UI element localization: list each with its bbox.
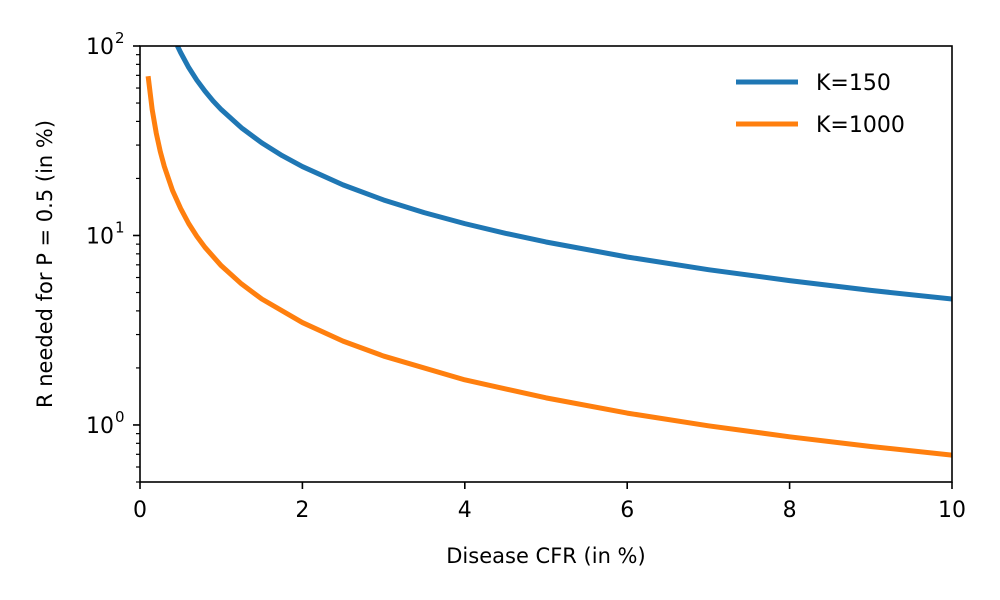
y-tick-exponent: 0 xyxy=(115,408,125,426)
plot-frame xyxy=(139,45,953,483)
x-tick-label: 10 xyxy=(938,498,966,523)
y-tick-exponent: 2 xyxy=(115,29,125,47)
x-tick-label: 4 xyxy=(458,498,472,523)
x-tick-label: 8 xyxy=(783,498,797,523)
y-tick-label: 10 xyxy=(86,414,114,439)
legend-label-2: K=1000 xyxy=(816,113,905,138)
legend: K=150 K=1000 xyxy=(736,71,905,138)
y-tick-label: 10 xyxy=(86,35,114,60)
y-tick-exponent: 1 xyxy=(115,218,125,236)
x-tick-label: 2 xyxy=(295,498,309,523)
legend-label-1: K=150 xyxy=(816,71,891,96)
x-tick-label: 0 xyxy=(133,498,147,523)
series-line-1 xyxy=(175,46,952,302)
x-tick-label: 6 xyxy=(620,498,634,523)
series-line-2 xyxy=(145,75,952,458)
y-axis-label: R needed for P = 0.5 (in %) xyxy=(33,120,57,408)
y-tick-label: 10 xyxy=(86,224,114,249)
x-axis-label: Disease CFR (in %) xyxy=(446,544,645,568)
